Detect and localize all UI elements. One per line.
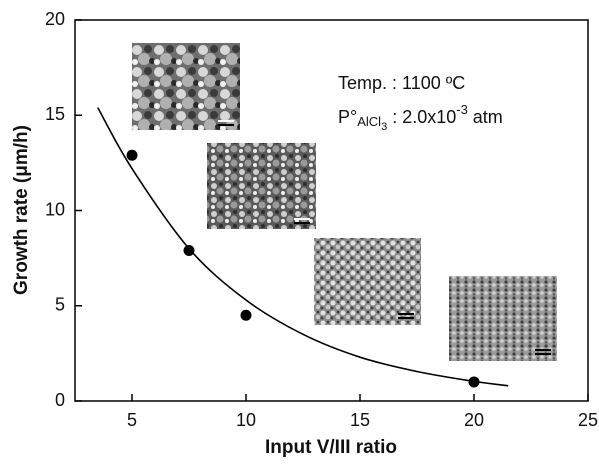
x-tick-label: 20 [464,410,484,430]
x-tick-label: 15 [350,410,370,430]
x-tick-label: 10 [236,410,256,430]
sem-image [207,143,316,229]
x-tick-label: 5 [127,410,137,430]
y-axis-title: Growth rate (μm/h) [11,125,32,295]
y-tick-label: 0 [55,390,65,410]
sem-image [132,43,240,130]
data-point [126,149,138,161]
x-axis-title: Input V/III ratio [265,437,397,458]
annotation: P°AlCl3 : 2.0x10-3 atm [338,102,503,132]
data-point [240,309,252,321]
sem-image [449,276,557,361]
annotation-part: P° [338,107,357,127]
annotation-part: atm [468,107,503,127]
fit-curve [97,107,509,387]
x-tick-label: 25 [578,410,598,430]
y-tick-label: 5 [55,295,65,315]
y-tick-label: 10 [45,199,65,219]
y-tick-label: 15 [45,104,65,124]
annotation-part: AlCl [357,114,381,129]
annotation: Temp. : 1100 ºC [338,73,465,93]
y-tick-label: 20 [45,9,65,29]
annotation-part: : 2.0x10 [387,107,456,127]
sem-images [132,43,557,361]
annotation-part: -3 [456,102,468,117]
sem-image [314,238,421,325]
data-point [183,245,195,257]
annotation-part: 3 [381,121,387,133]
